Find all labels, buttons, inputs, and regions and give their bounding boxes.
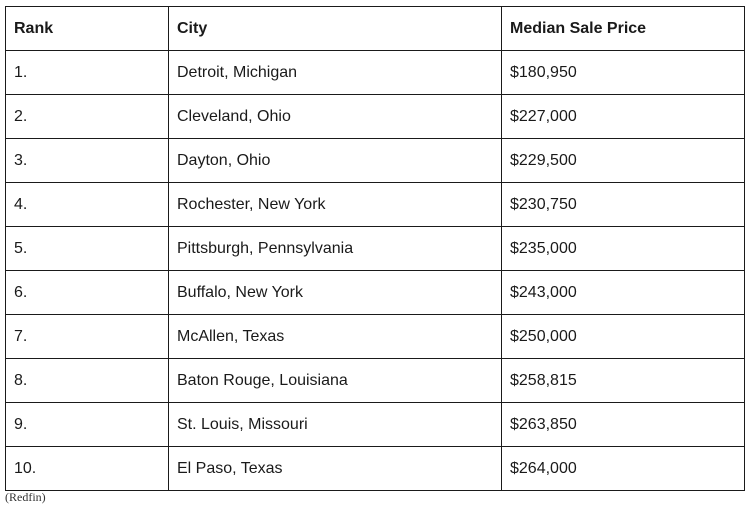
price-cell: $235,000: [501, 226, 745, 271]
table-row: 6. Buffalo, New York $243,000: [5, 270, 745, 315]
price-cell: $227,000: [501, 94, 745, 139]
price-cell: $258,815: [501, 358, 745, 403]
city-cell: Cleveland, Ohio: [168, 94, 502, 139]
table-row: 4. Rochester, New York $230,750: [5, 182, 745, 227]
source-caption: (Redfin): [5, 490, 46, 504]
rank-cell: 5.: [5, 226, 169, 271]
rank-cell: 8.: [5, 358, 169, 403]
table-row: 10. El Paso, Texas $264,000: [5, 446, 745, 491]
table-row: 5. Pittsburgh, Pennsylvania $235,000: [5, 226, 745, 271]
data-table: Rank City Median Sale Price 1. Detroit, …: [5, 6, 745, 491]
city-cell: El Paso, Texas: [168, 446, 502, 491]
rank-cell: 4.: [5, 182, 169, 227]
price-cell: $263,850: [501, 402, 745, 447]
city-cell: Dayton, Ohio: [168, 138, 502, 183]
city-cell: Baton Rouge, Louisiana: [168, 358, 502, 403]
city-cell: St. Louis, Missouri: [168, 402, 502, 447]
city-cell: Buffalo, New York: [168, 270, 502, 315]
table-row: 1. Detroit, Michigan $180,950: [5, 50, 745, 95]
table-header-row: Rank City Median Sale Price: [5, 6, 745, 51]
table-row: 2. Cleveland, Ohio $227,000: [5, 94, 745, 139]
city-cell: Detroit, Michigan: [168, 50, 502, 95]
table-row: 3. Dayton, Ohio $229,500: [5, 138, 745, 183]
rank-cell: 7.: [5, 314, 169, 359]
column-header-rank: Rank: [5, 6, 169, 51]
city-cell: McAllen, Texas: [168, 314, 502, 359]
rank-cell: 10.: [5, 446, 169, 491]
city-cell: Pittsburgh, Pennsylvania: [168, 226, 502, 271]
rank-cell: 6.: [5, 270, 169, 315]
price-cell: $230,750: [501, 182, 745, 227]
rank-cell: 1.: [5, 50, 169, 95]
price-cell: $264,000: [501, 446, 745, 491]
price-cell: $229,500: [501, 138, 745, 183]
city-cell: Rochester, New York: [168, 182, 502, 227]
price-cell: $243,000: [501, 270, 745, 315]
table-row: 7. McAllen, Texas $250,000: [5, 314, 745, 359]
rank-cell: 2.: [5, 94, 169, 139]
rank-cell: 9.: [5, 402, 169, 447]
column-header-median-sale-price: Median Sale Price: [501, 6, 745, 51]
table-row: 8. Baton Rouge, Louisiana $258,815: [5, 358, 745, 403]
column-header-city: City: [168, 6, 502, 51]
rank-cell: 3.: [5, 138, 169, 183]
price-cell: $180,950: [501, 50, 745, 95]
price-cell: $250,000: [501, 314, 745, 359]
table-row: 9. St. Louis, Missouri $263,850: [5, 402, 745, 447]
